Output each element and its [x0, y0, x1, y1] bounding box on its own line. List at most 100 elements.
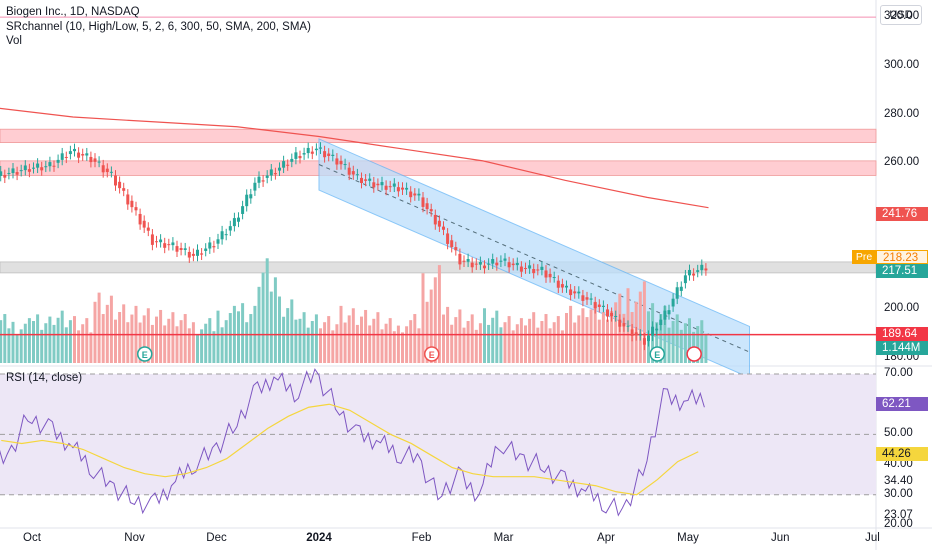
candle-body — [73, 148, 76, 152]
price-tick-label: 260.00 — [884, 156, 920, 169]
candle-body — [228, 226, 232, 231]
volume-bar — [364, 309, 368, 363]
price-tick-label: 300.00 — [884, 58, 920, 71]
candle-body — [327, 153, 331, 156]
volume-bar — [347, 315, 351, 363]
candle-body — [700, 264, 704, 271]
candle-body — [347, 167, 351, 175]
volume-bar — [150, 324, 154, 363]
candle-body — [692, 273, 696, 276]
candle-body — [355, 174, 359, 176]
candle-body — [585, 297, 589, 300]
candle-body — [651, 326, 655, 336]
candle-body — [696, 270, 700, 272]
candle-body — [175, 246, 179, 252]
volume-bar — [540, 321, 544, 363]
candle-body — [528, 265, 532, 269]
time-tick-label: Jul — [865, 532, 880, 544]
rsi-tick-label: 20.00 — [884, 517, 913, 530]
volume-bar — [503, 322, 507, 363]
volume-bar — [466, 321, 470, 363]
candle-body — [556, 280, 560, 288]
candle-body — [224, 234, 228, 236]
volume-bar — [310, 321, 314, 363]
candle-body — [212, 246, 216, 248]
candle-body — [319, 147, 322, 149]
candle-body — [450, 240, 454, 248]
lightning-icon — [686, 346, 702, 362]
volume-bar — [679, 329, 683, 363]
volume-bar — [314, 314, 318, 363]
time-tick-label: Oct — [23, 532, 41, 544]
volume-bar — [688, 318, 691, 363]
candle-body — [425, 203, 429, 210]
candle-body — [286, 164, 290, 166]
volume-bar — [577, 315, 581, 363]
candle-body — [126, 194, 130, 205]
volume-bar — [159, 309, 163, 363]
candle-body — [253, 182, 257, 191]
candle-body — [495, 262, 499, 266]
premarket-price-tag: 218.23 — [876, 250, 928, 264]
volume-bar — [376, 312, 380, 363]
candle-body — [503, 258, 507, 261]
volume-bar — [68, 320, 72, 363]
volume-bar — [73, 316, 76, 363]
candle-body — [155, 241, 158, 243]
currency-button[interactable]: USD — [880, 5, 922, 25]
volume-bar — [368, 325, 372, 363]
candle-body — [142, 220, 146, 228]
volume-bar — [109, 295, 113, 363]
resistance-zone-1 — [0, 160, 877, 176]
candle-body — [675, 287, 679, 299]
volume-bar — [319, 328, 322, 363]
support-price-tag: 189.64 — [876, 327, 928, 341]
volume-bar — [704, 333, 708, 363]
candle-body — [159, 239, 163, 243]
candle-body — [470, 262, 474, 268]
volume-bar — [155, 316, 158, 363]
candle-body — [433, 214, 437, 225]
volume-bar — [355, 324, 359, 363]
candle-body — [540, 266, 544, 270]
earnings-marker-2 — [649, 346, 665, 362]
candle-body — [85, 153, 89, 156]
candle-body — [364, 179, 368, 181]
volume-bar — [40, 329, 44, 363]
volume-bar — [560, 330, 564, 363]
candle-body — [118, 181, 122, 189]
volume-bar — [212, 331, 216, 363]
volume-bar — [667, 327, 671, 363]
volume-bar — [273, 277, 277, 363]
candle-body — [474, 263, 478, 265]
candle-body — [138, 213, 142, 225]
volume-bar — [638, 291, 642, 363]
legend-volume: Vol — [6, 35, 22, 47]
candle-body — [89, 156, 93, 163]
candle-body — [204, 248, 208, 251]
volume-bar — [331, 330, 335, 363]
rsi-tick-label: 30.00 — [884, 487, 913, 500]
candle-body — [597, 304, 601, 307]
candle-body — [114, 175, 117, 186]
volume-bar — [77, 330, 81, 363]
candle-body — [351, 171, 355, 175]
candle-body — [667, 310, 671, 315]
candle-body — [565, 285, 568, 288]
volume-bar — [56, 317, 60, 363]
rsi-tick-label: 34.40 — [884, 474, 913, 487]
volume-bar — [175, 326, 179, 363]
volume-bar — [556, 316, 560, 363]
candle-body — [216, 239, 220, 244]
volume-bar — [360, 316, 363, 363]
volume-bar — [27, 318, 31, 363]
candle-body — [179, 248, 183, 250]
candle-body — [163, 243, 167, 248]
candle-body — [413, 193, 417, 196]
candle-body — [671, 298, 675, 307]
volume-bar — [64, 327, 68, 363]
candle-body — [52, 165, 56, 167]
candle-body — [339, 160, 343, 165]
volume-bar — [450, 324, 454, 363]
